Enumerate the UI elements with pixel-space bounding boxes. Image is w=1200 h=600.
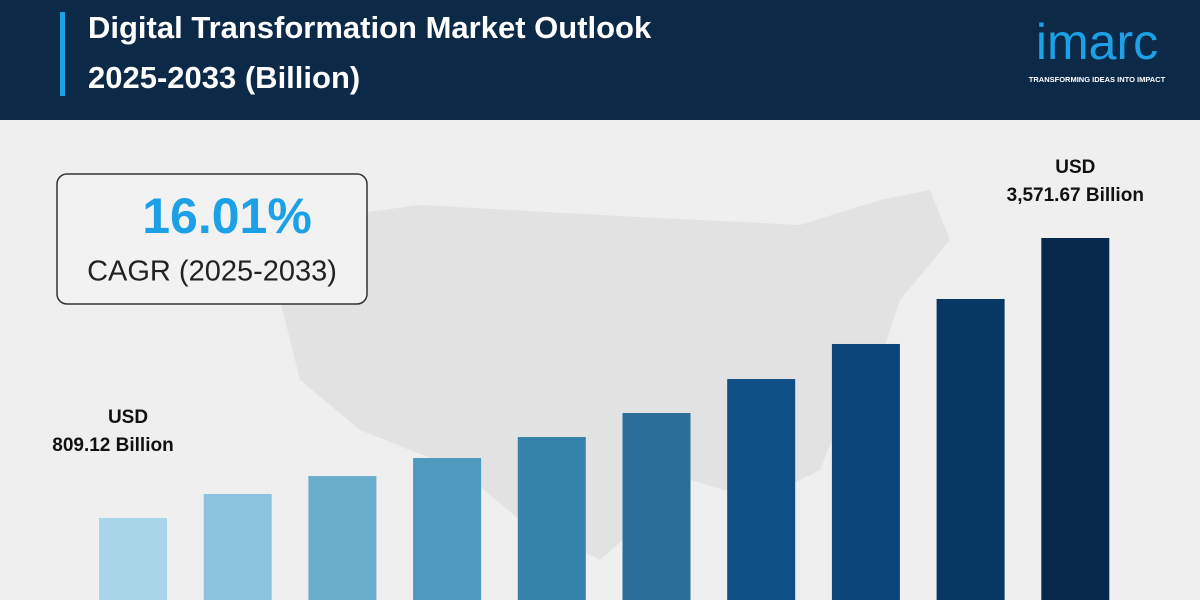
value-label-prefix: USD [108, 407, 148, 428]
bar [622, 413, 691, 600]
logo: imarc [1036, 14, 1158, 70]
cagr-box [56, 173, 368, 305]
bar [203, 493, 272, 600]
bar [413, 458, 482, 600]
header [0, 0, 1200, 120]
bar [831, 343, 900, 600]
value-label: 3,571.67 Billion [1007, 185, 1144, 206]
value-label: 809.12 Billion [52, 435, 173, 456]
bar [517, 437, 586, 600]
cagr-label: CAGR (2025-2033) [87, 256, 337, 288]
bar [308, 476, 377, 600]
bar [99, 517, 167, 600]
value-label-prefix: USD [1055, 157, 1095, 178]
cagr-value: 16.01% [142, 188, 312, 244]
bar [727, 379, 796, 600]
bar [1041, 238, 1110, 600]
header-accent [60, 12, 65, 96]
bar [936, 298, 1005, 600]
title-line: 2025-2033 (Billion) [88, 60, 360, 95]
logo-tagline: TRANSFORMING IDEAS INTO IMPACT [1029, 75, 1166, 84]
title-line: Digital Transformation Market Outlook [88, 10, 652, 45]
